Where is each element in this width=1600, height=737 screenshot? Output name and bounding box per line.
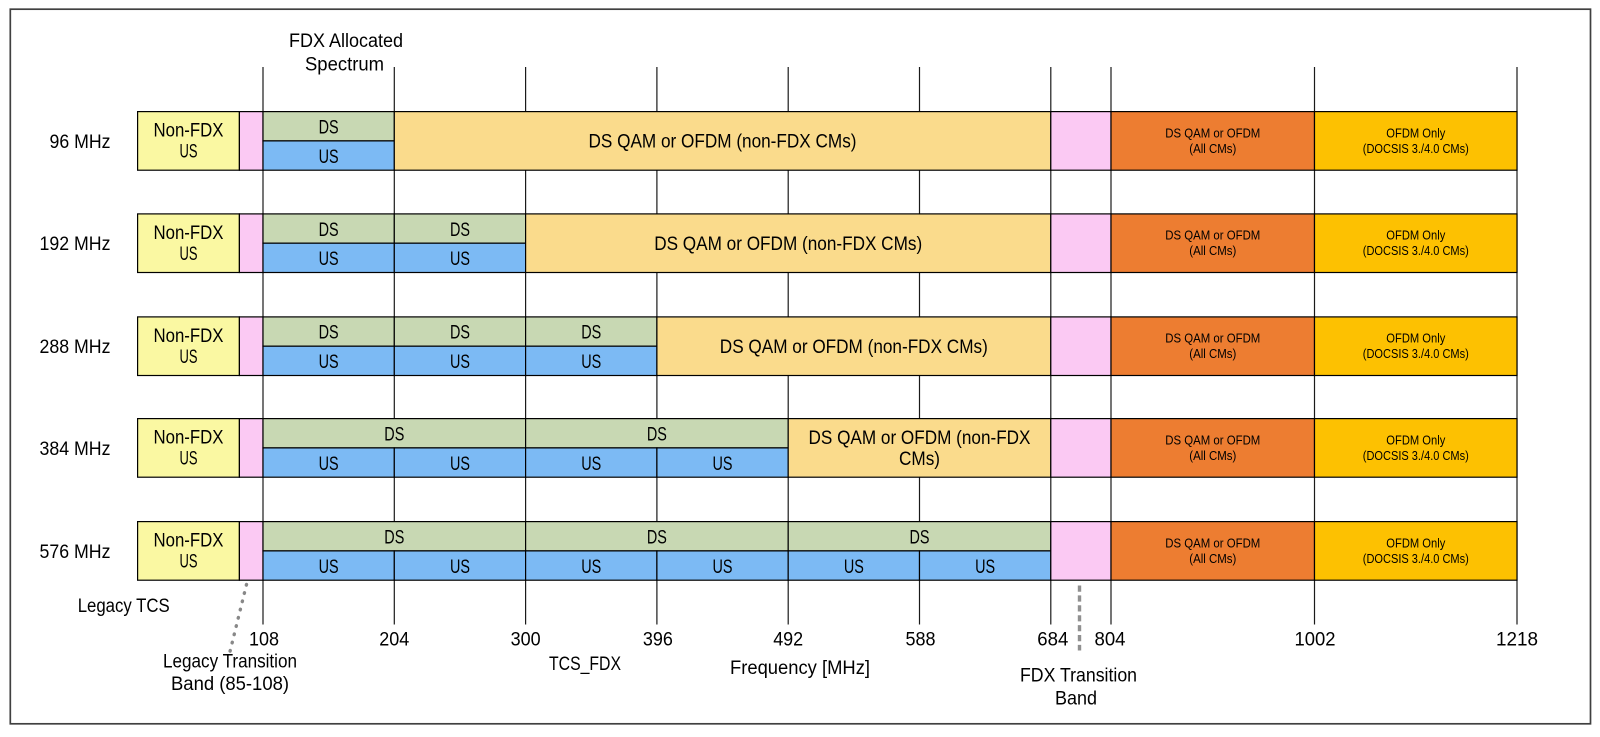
svg-text:DS: DS	[647, 423, 667, 445]
svg-text:US: US	[180, 142, 198, 163]
svg-text:300: 300	[511, 628, 541, 650]
svg-text:US: US	[180, 552, 198, 573]
svg-text:TCS_FDX: TCS_FDX	[549, 654, 621, 675]
svg-text:US: US	[581, 556, 601, 578]
svg-text:492: 492	[773, 628, 803, 650]
svg-text:(DOCSIS 3./4.0 CMs): (DOCSIS 3./4.0 CMs)	[1363, 449, 1469, 463]
svg-text:396: 396	[643, 628, 673, 650]
svg-text:US: US	[713, 556, 733, 578]
svg-text:US: US	[581, 453, 601, 475]
svg-text:Frequency [MHz]: Frequency [MHz]	[730, 658, 870, 679]
svg-text:96 MHz: 96 MHz	[50, 132, 111, 153]
svg-text:588: 588	[906, 628, 936, 650]
svg-text:DS QAM or OFDM: DS QAM or OFDM	[1165, 332, 1260, 346]
svg-text:DS QAM or OFDM (non-FDX CMs): DS QAM or OFDM (non-FDX CMs)	[654, 233, 922, 255]
svg-text:(DOCSIS 3./4.0 CMs): (DOCSIS 3./4.0 CMs)	[1363, 142, 1469, 156]
svg-text:DS QAM or OFDM: DS QAM or OFDM	[1165, 229, 1260, 243]
svg-text:384 MHz: 384 MHz	[40, 439, 111, 460]
svg-text:US: US	[319, 248, 339, 270]
svg-text:1002: 1002	[1295, 628, 1336, 650]
svg-text:DS: DS	[647, 527, 667, 549]
svg-text:DS: DS	[581, 322, 601, 344]
svg-text:288 MHz: 288 MHz	[40, 337, 111, 358]
svg-text:US: US	[450, 248, 470, 270]
svg-text:FDX Allocated: FDX Allocated	[289, 31, 403, 52]
svg-text:US: US	[319, 556, 339, 578]
svg-text:DS QAM or OFDM: DS QAM or OFDM	[1165, 433, 1260, 447]
svg-text:FDX Transition: FDX Transition	[1020, 666, 1137, 687]
svg-text:US: US	[450, 453, 470, 475]
svg-text:DS QAM or OFDM (non-FDX: DS QAM or OFDM (non-FDX	[809, 427, 1031, 449]
svg-text:US: US	[180, 244, 198, 265]
svg-text:Legacy Transition: Legacy Transition	[163, 652, 297, 673]
svg-text:Non-FDX: Non-FDX	[154, 223, 224, 244]
svg-text:DS QAM or OFDM (non-FDX CMs): DS QAM or OFDM (non-FDX CMs)	[589, 131, 857, 153]
svg-text:US: US	[844, 556, 864, 578]
svg-text:OFDM Only: OFDM Only	[1386, 332, 1446, 346]
svg-text:(DOCSIS 3./4.0 CMs): (DOCSIS 3./4.0 CMs)	[1363, 244, 1469, 258]
svg-text:OFDM Only: OFDM Only	[1386, 536, 1446, 550]
svg-text:OFDM Only: OFDM Only	[1386, 229, 1446, 243]
svg-text:(All CMs): (All CMs)	[1189, 244, 1236, 258]
svg-text:DS: DS	[450, 219, 470, 241]
svg-text:DS: DS	[910, 527, 930, 549]
svg-text:Spectrum: Spectrum	[305, 55, 384, 76]
svg-text:108: 108	[249, 628, 279, 650]
svg-text:US: US	[713, 453, 733, 475]
svg-text:US: US	[180, 449, 198, 470]
svg-text:US: US	[450, 351, 470, 373]
svg-text:(DOCSIS 3./4.0 CMs): (DOCSIS 3./4.0 CMs)	[1363, 552, 1469, 566]
svg-text:DS: DS	[319, 219, 339, 241]
svg-text:Non-FDX: Non-FDX	[154, 121, 224, 142]
svg-text:US: US	[581, 351, 601, 373]
svg-text:US: US	[975, 556, 995, 578]
svg-text:CMs): CMs)	[899, 448, 940, 470]
svg-text:Non-FDX: Non-FDX	[154, 531, 224, 552]
svg-text:DS: DS	[319, 116, 339, 138]
svg-text:204: 204	[379, 628, 409, 650]
svg-text:US: US	[450, 556, 470, 578]
svg-text:804: 804	[1095, 628, 1126, 650]
svg-text:DS: DS	[319, 322, 339, 344]
svg-text:(DOCSIS 3./4.0 CMs): (DOCSIS 3./4.0 CMs)	[1363, 347, 1469, 361]
svg-text:US: US	[319, 146, 339, 168]
svg-text:576 MHz: 576 MHz	[40, 542, 111, 563]
svg-text:Non-FDX: Non-FDX	[154, 428, 224, 449]
svg-text:OFDM Only: OFDM Only	[1386, 433, 1446, 447]
svg-text:(All CMs): (All CMs)	[1189, 552, 1236, 566]
svg-text:(All CMs): (All CMs)	[1189, 142, 1236, 156]
svg-text:DS: DS	[384, 527, 404, 549]
svg-text:DS QAM or OFDM (non-FDX CMs): DS QAM or OFDM (non-FDX CMs)	[720, 336, 988, 358]
svg-text:DS: DS	[384, 423, 404, 445]
svg-text:192 MHz: 192 MHz	[40, 234, 111, 255]
svg-text:Legacy TCS: Legacy TCS	[78, 596, 170, 617]
svg-text:US: US	[319, 351, 339, 373]
svg-text:OFDM Only: OFDM Only	[1386, 126, 1446, 140]
svg-text:(All CMs): (All CMs)	[1189, 449, 1236, 463]
svg-text:DS QAM or OFDM: DS QAM or OFDM	[1165, 126, 1260, 140]
svg-text:US: US	[319, 453, 339, 475]
svg-text:Non-FDX: Non-FDX	[154, 326, 224, 347]
svg-text:(All CMs): (All CMs)	[1189, 347, 1236, 361]
svg-text:Band: Band	[1055, 689, 1097, 710]
svg-text:1218: 1218	[1496, 628, 1538, 650]
svg-text:DS QAM or OFDM: DS QAM or OFDM	[1165, 536, 1260, 550]
svg-text:684: 684	[1037, 628, 1068, 650]
svg-text:Band (85-108): Band (85-108)	[171, 674, 289, 695]
svg-text:US: US	[180, 347, 198, 368]
svg-text:DS: DS	[450, 322, 470, 344]
